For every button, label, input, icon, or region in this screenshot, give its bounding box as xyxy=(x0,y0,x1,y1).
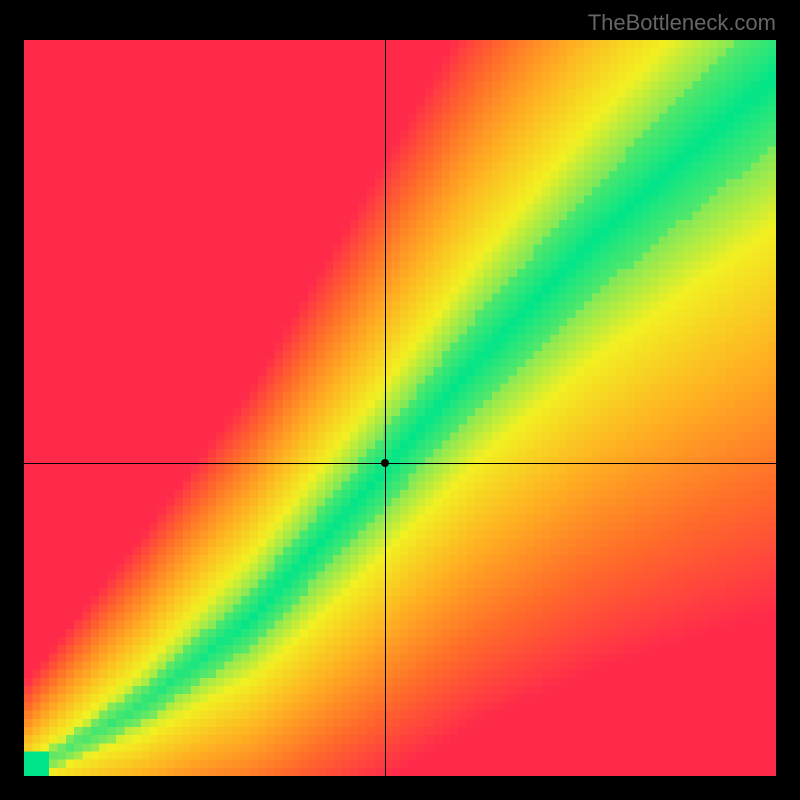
crosshair-vertical xyxy=(385,40,386,776)
bottleneck-heatmap xyxy=(24,40,776,776)
watermark-text: TheBottleneck.com xyxy=(588,10,776,36)
current-point-marker xyxy=(381,459,389,467)
crosshair-horizontal xyxy=(24,463,776,464)
heatmap-canvas xyxy=(24,40,776,776)
